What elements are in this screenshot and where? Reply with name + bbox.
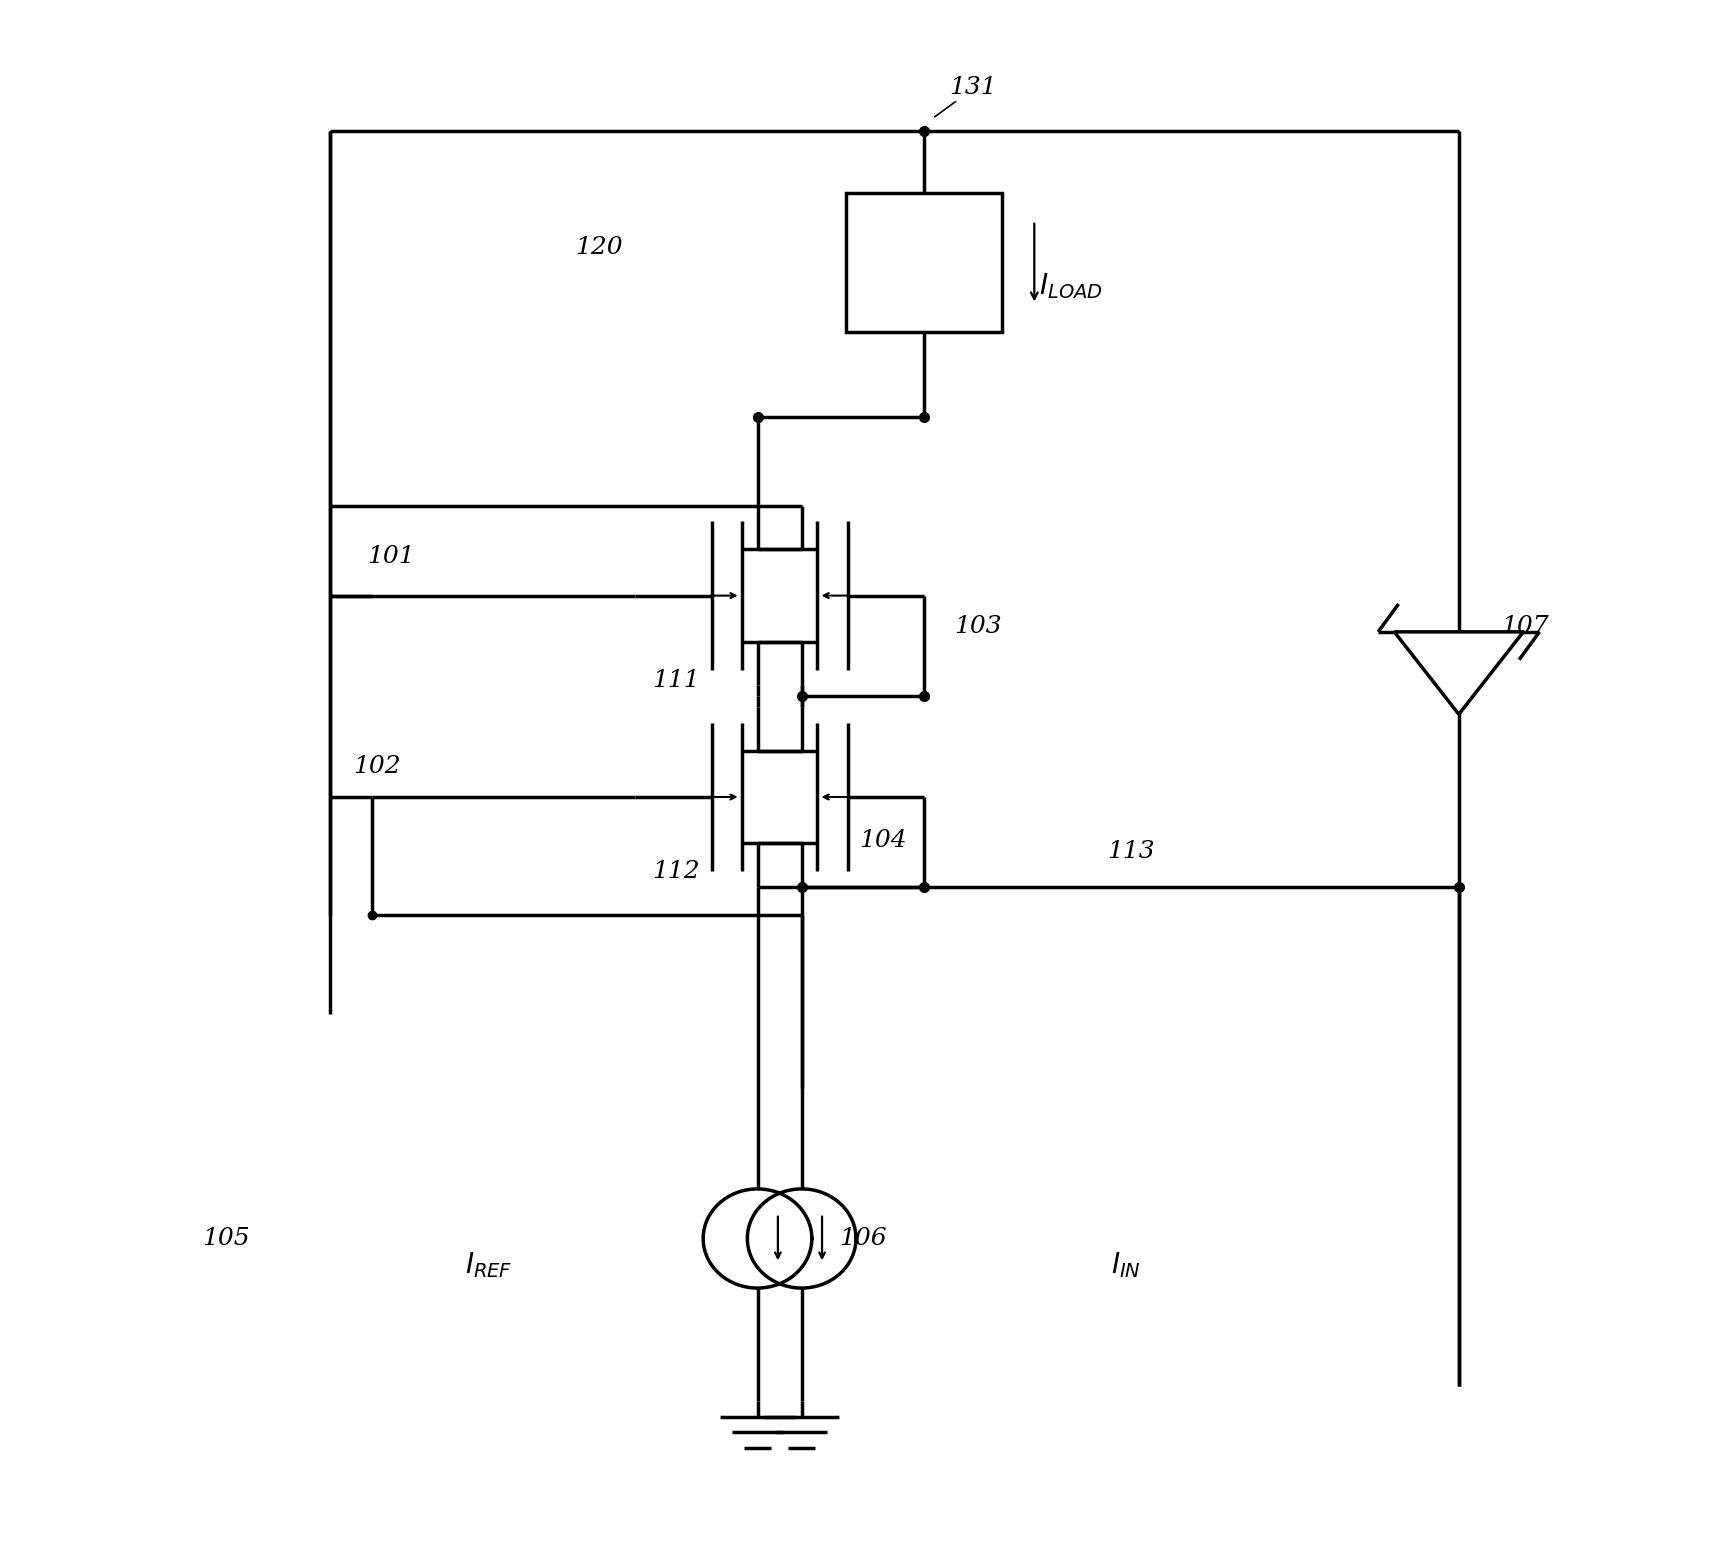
Text: 101: 101 (366, 545, 414, 569)
Text: 106: 106 (839, 1227, 887, 1250)
Text: 102: 102 (353, 755, 401, 777)
Bar (846, 192, 1002, 333)
Text: $I_{REF}$: $I_{REF}$ (466, 1250, 514, 1280)
Text: 105: 105 (202, 1227, 250, 1250)
Text: 120: 120 (575, 236, 623, 258)
Text: 107: 107 (1501, 616, 1549, 638)
Polygon shape (1394, 631, 1524, 714)
Text: $I_{LOAD}$: $I_{LOAD}$ (1039, 270, 1103, 300)
Text: 131: 131 (950, 77, 996, 98)
Text: 104: 104 (859, 828, 907, 852)
Text: 103: 103 (955, 616, 1002, 638)
Text: 111: 111 (652, 669, 700, 692)
Text: 112: 112 (652, 860, 700, 883)
Text: $I_{IN}$: $I_{IN}$ (1111, 1250, 1140, 1280)
Text: 113: 113 (1108, 839, 1156, 863)
